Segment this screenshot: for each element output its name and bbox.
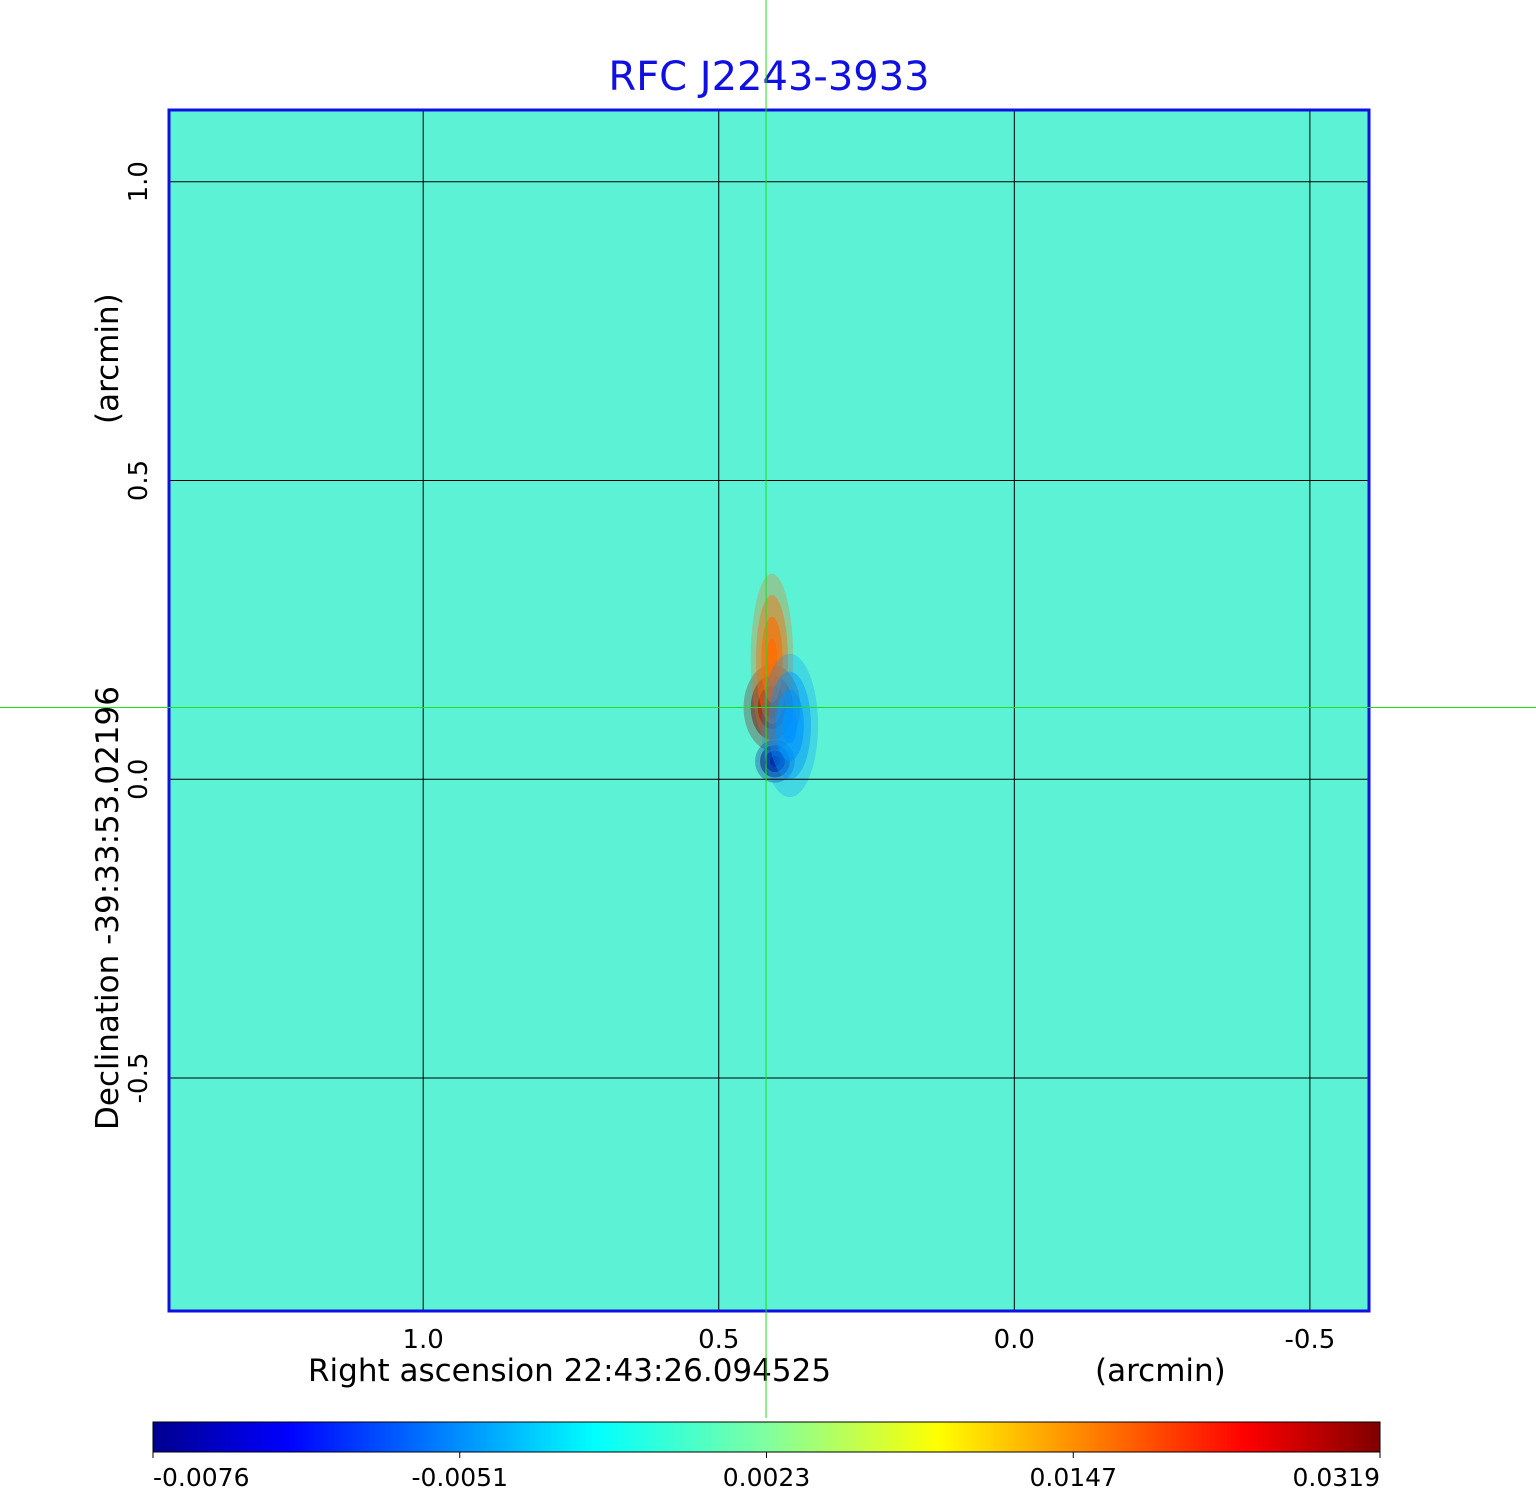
plot-frame [167, 108, 1371, 1313]
crosshair [0, 0, 1536, 1418]
y-axis-label: Declination -39:33:53.02196 [90, 686, 126, 1130]
y-tick-labels: 1.0 0.5 0.0 -0.5 [124, 161, 154, 1103]
colorbar-tick-labels: -0.0076 -0.0051 0.0023 0.0147 0.0319 [152, 1452, 1381, 1492]
heatmap-feature-layer [769, 755, 780, 767]
x-tick-label: 0.5 [698, 1325, 739, 1355]
x-tick-label: 0.0 [994, 1325, 1035, 1355]
grid-lines [169, 110, 1369, 1311]
colorbar-tick-label: -0.0076 [153, 1463, 250, 1492]
x-axis-label: Right ascension 22:43:26.094525 [308, 1353, 831, 1389]
x-tick-label: -0.5 [1285, 1325, 1336, 1355]
heatmap-feature-layer [782, 707, 797, 744]
plot-area [169, 110, 1369, 1311]
colorbar-tick-label: 0.0319 [1293, 1463, 1380, 1492]
y-tick-label: 1.0 [124, 161, 154, 202]
colorbar [152, 1421, 1381, 1453]
x-tick-labels: 1.0 0.5 0.0 -0.5 [403, 1325, 1336, 1355]
heatmap-feature [761, 653, 819, 798]
x-tick-label: 1.0 [403, 1325, 444, 1355]
colorbar-tick-label: 0.0023 [723, 1463, 810, 1492]
y-tick-label: 0.0 [124, 759, 154, 800]
colorbar-tick-label: -0.0051 [412, 1463, 509, 1492]
heatmap-feature-layer [766, 638, 778, 682]
heatmap-features [743, 573, 819, 798]
colorbar-tick-label: 0.0147 [1030, 1463, 1117, 1492]
y-tick-label: -0.5 [124, 1053, 154, 1104]
x-axis-unit: (arcmin) [1095, 1353, 1226, 1389]
chart-title: RFC J2243-3933 [608, 54, 929, 100]
y-tick-label: 0.5 [124, 460, 154, 501]
y-axis-unit: (arcmin) [90, 293, 126, 424]
